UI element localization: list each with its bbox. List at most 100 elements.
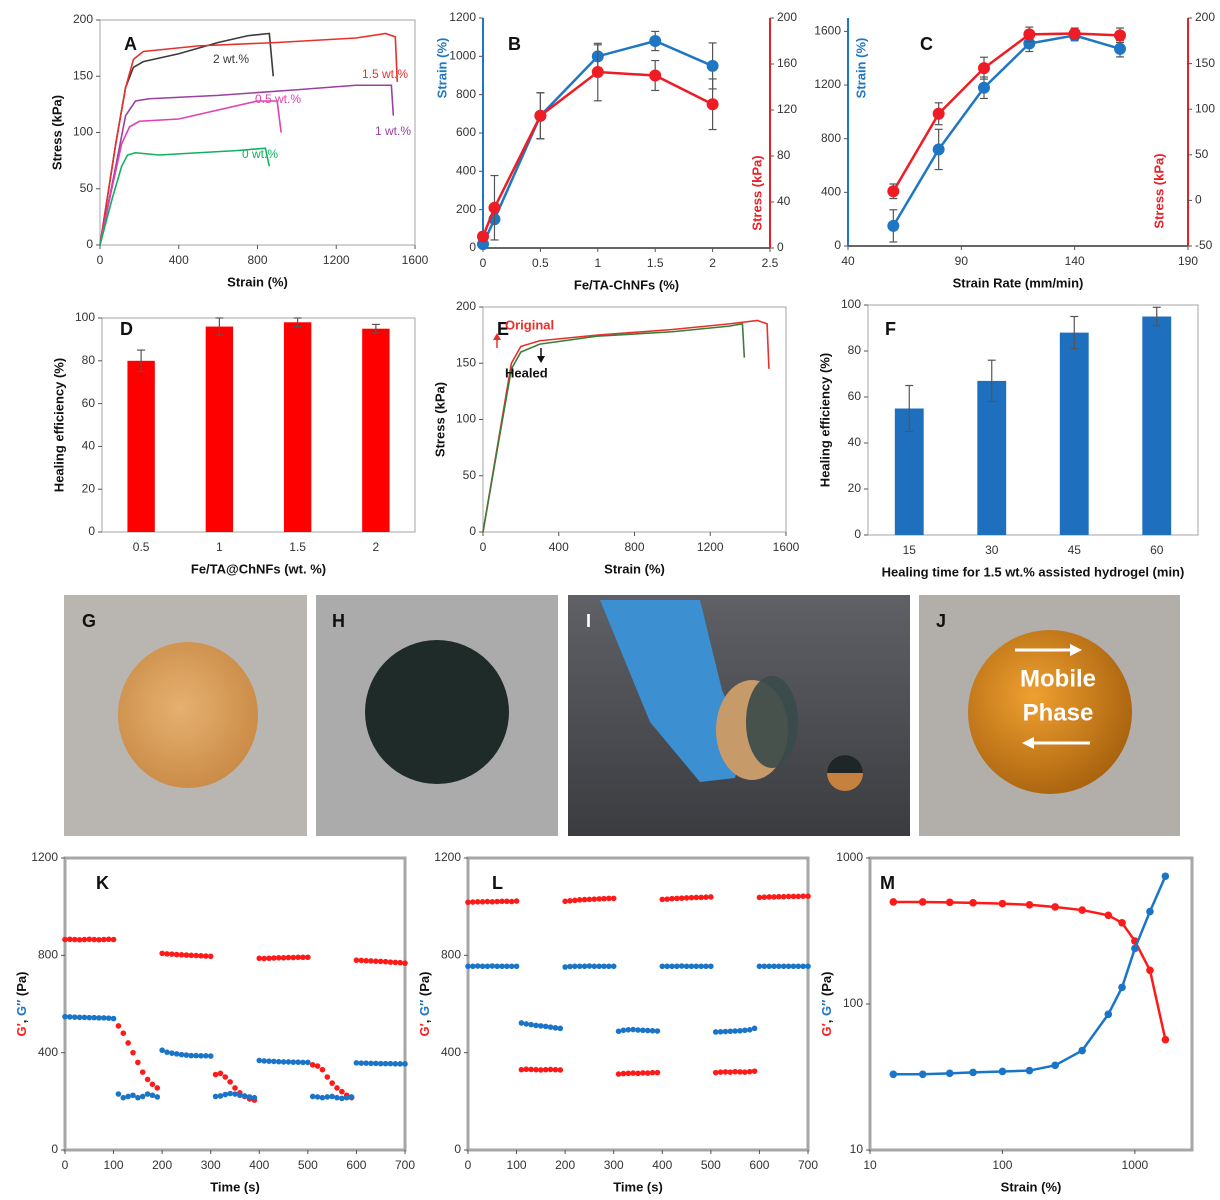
point — [703, 963, 709, 969]
point — [349, 1094, 355, 1100]
point — [509, 963, 515, 969]
y-tick-label: 10 — [850, 1142, 864, 1156]
point — [582, 963, 588, 969]
point — [208, 1053, 214, 1059]
y2-axis-label: Stress (kPa) — [749, 155, 764, 230]
point — [227, 1079, 233, 1085]
y2-tick-label: 40 — [777, 194, 791, 208]
plot-frame — [483, 307, 786, 532]
x-axis-label: Strain Rate (mm/min) — [953, 275, 1084, 290]
point — [67, 1014, 73, 1020]
point — [523, 1021, 529, 1027]
panel-label: G — [82, 611, 96, 631]
point — [543, 1067, 549, 1073]
photo-h: H — [316, 595, 558, 836]
point — [116, 1023, 122, 1029]
series-label: 1 wt.% — [375, 124, 411, 138]
point — [766, 963, 772, 969]
point — [800, 893, 806, 899]
y-tick-label: 20 — [82, 481, 96, 495]
point — [528, 1022, 534, 1028]
point — [606, 896, 612, 902]
point — [611, 963, 617, 969]
x-tick-label: 0 — [465, 1158, 472, 1172]
y-tick-label: 60 — [82, 396, 96, 410]
point — [281, 955, 287, 961]
point — [130, 1092, 136, 1098]
point — [397, 1061, 403, 1067]
point — [252, 1095, 258, 1101]
point — [786, 894, 792, 900]
y2-tick-label: 80 — [777, 148, 791, 162]
marker — [488, 202, 500, 214]
x-tick-label: 190 — [1178, 254, 1198, 268]
point — [203, 1053, 209, 1059]
x-tick-label: 0 — [62, 1158, 69, 1172]
point — [213, 1094, 219, 1100]
point — [708, 894, 714, 900]
x-tick-label: 1 — [216, 540, 223, 554]
point — [237, 1092, 243, 1098]
x-tick-label: 1200 — [323, 253, 350, 267]
point — [514, 963, 520, 969]
x-tick-label: 1.5 — [289, 540, 306, 554]
marker — [933, 108, 945, 120]
arrow-head — [537, 356, 545, 363]
y-tick-label: 400 — [441, 1045, 461, 1059]
point — [718, 1029, 724, 1035]
marker — [1026, 901, 1034, 909]
point — [805, 963, 811, 969]
point — [62, 1014, 68, 1020]
y-axis-label-part: , — [417, 1016, 432, 1023]
marker — [887, 220, 899, 232]
marker — [1104, 912, 1112, 920]
point — [689, 895, 695, 901]
marker — [978, 62, 990, 74]
x-tick-label: 600 — [346, 1158, 366, 1172]
y-tick-label: 1000 — [836, 850, 863, 864]
point — [752, 1068, 758, 1074]
point — [276, 1059, 282, 1065]
point — [791, 894, 797, 900]
point — [154, 1094, 160, 1100]
x-tick-label: 0.5 — [133, 540, 150, 554]
marker — [1114, 29, 1126, 41]
point — [635, 1027, 641, 1033]
point — [596, 963, 602, 969]
point — [499, 899, 505, 905]
point — [795, 963, 801, 969]
point — [91, 937, 97, 943]
point — [523, 1066, 529, 1072]
point — [339, 1089, 345, 1095]
marker — [1078, 906, 1086, 914]
point — [708, 963, 714, 969]
point — [713, 1070, 719, 1076]
point — [494, 899, 500, 905]
point — [310, 1094, 316, 1100]
point — [378, 1061, 384, 1067]
point — [732, 1069, 738, 1075]
marker — [978, 82, 990, 94]
point — [116, 1091, 122, 1097]
bar — [284, 322, 311, 532]
point — [786, 963, 792, 969]
point — [218, 1093, 224, 1099]
marker — [1104, 1011, 1112, 1019]
panel-label: K — [96, 873, 109, 893]
x-axis-label: Fe/TA@ChNFs (wt. %) — [191, 561, 326, 576]
point — [655, 1070, 661, 1076]
marker — [1051, 903, 1059, 911]
series-label: 1.5 wt.% — [362, 67, 408, 81]
point — [465, 899, 471, 905]
marker — [1069, 28, 1081, 40]
y-axis-label-part: , — [819, 1016, 834, 1023]
marker — [1026, 1067, 1034, 1075]
point — [684, 963, 690, 969]
point — [169, 1050, 175, 1056]
y-tick-label: 50 — [80, 181, 94, 195]
y-tick-label: 800 — [456, 87, 476, 101]
point — [533, 1067, 539, 1073]
point — [698, 963, 704, 969]
y-axis-label-part: G″ — [14, 1000, 29, 1016]
point — [504, 899, 510, 905]
